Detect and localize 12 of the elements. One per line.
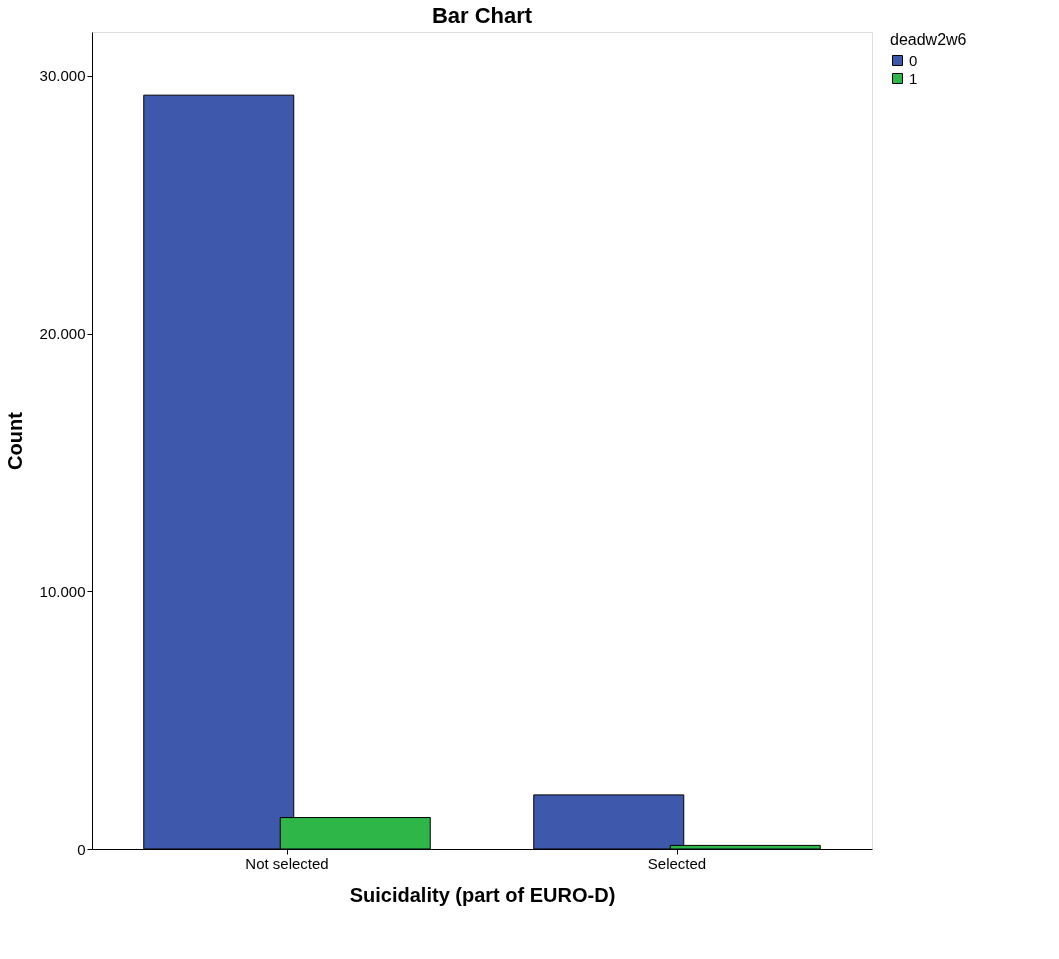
x-tick-label: Selected <box>647 854 707 872</box>
legend-label: 0 <box>909 51 918 69</box>
legend-title: deadw2w6 <box>890 31 967 48</box>
y-tick-label: 20.000 <box>39 325 86 343</box>
y-tick-label: 10.000 <box>39 582 86 600</box>
legend-label: 1 <box>909 69 918 87</box>
y-tick-label: 30.000 <box>39 67 86 85</box>
chart-title: Bar Chart <box>431 3 533 28</box>
x-tick-label: Not selected <box>245 854 329 872</box>
x-axis-title: Suicidality (part of EURO-D) <box>349 883 616 906</box>
y-tick-label: 0 <box>77 840 86 858</box>
y-axis-title: Count <box>3 411 26 470</box>
